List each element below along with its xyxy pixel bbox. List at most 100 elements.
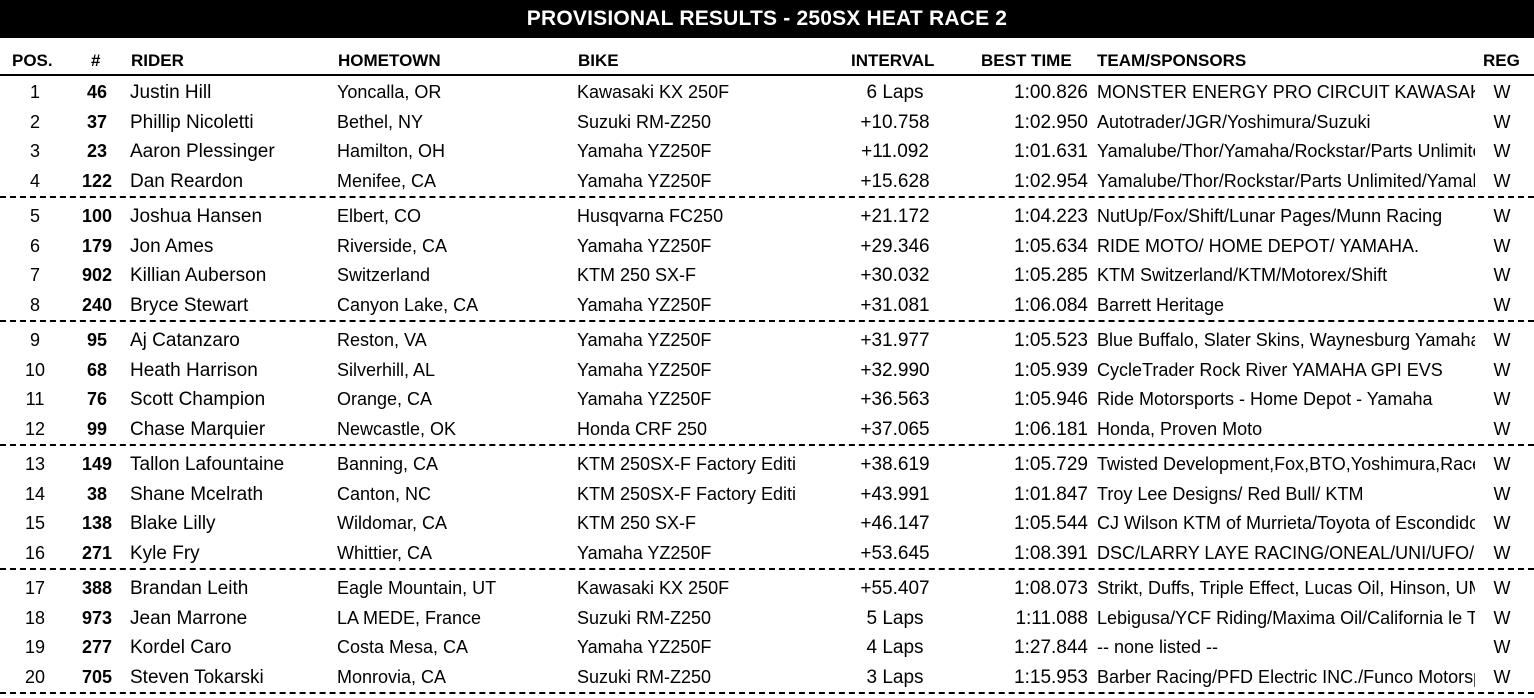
- cell-team-sponsors: Troy Lee Designs/ Red Bull/ KTM: [1097, 483, 1364, 504]
- cell-rider: Jean Marrone: [130, 607, 248, 629]
- cell-pos: 4: [29, 170, 40, 191]
- cell-pos: 18: [24, 607, 46, 628]
- cell-interval: +29.346: [860, 235, 930, 257]
- header-bike: BIKE: [578, 51, 619, 70]
- cell-number: 277: [81, 637, 113, 657]
- cell-number: 240: [81, 294, 113, 315]
- cell-reg: W: [1493, 294, 1511, 315]
- cell-pos: 9: [29, 330, 40, 350]
- cell-bike: Honda CRF 250: [577, 418, 708, 439]
- cell-number: 179: [81, 235, 113, 256]
- cell-hometown: Bethel, NY: [337, 111, 424, 132]
- table-row: 15 138 Blake Lilly Wildomar, CA KTM 250 SX-F…: [0, 509, 1534, 539]
- cell-number: 902: [81, 265, 113, 285]
- cell-pos: 19: [24, 637, 46, 657]
- cell-interval: +31.977: [860, 330, 930, 351]
- cell-reg: W: [1493, 666, 1511, 687]
- cell-team-sponsors: Blue Buffalo, Slater Skins, Waynesburg Y…: [1097, 330, 1475, 350]
- header-team-sponsors: TEAM/SPONSORS: [1097, 51, 1247, 70]
- table-header: POS. # RIDER HOMETOWN BIKE INTERVAL BEST…: [0, 48, 1534, 74]
- cell-reg: W: [1493, 389, 1511, 409]
- group-divider: [0, 320, 1534, 326]
- cell-pos: 6: [29, 235, 40, 256]
- cell-pos: 1: [29, 82, 40, 102]
- cell-best-time: 1:15.953: [1014, 666, 1088, 688]
- cell-reg: W: [1493, 454, 1511, 474]
- cell-team-sponsors: MONSTER ENERGY PRO CIRCUIT KAWASAKI: [1097, 82, 1475, 102]
- cell-best-time: 1:05.285: [1014, 265, 1088, 286]
- cell-hometown: Newcastle, OK: [337, 418, 457, 439]
- cell-bike: Suzuki RM-Z250: [577, 666, 712, 687]
- cell-reg: W: [1493, 542, 1511, 563]
- cell-bike: Suzuki RM-Z250: [577, 111, 712, 132]
- cell-best-time: 1:11.088: [1015, 607, 1088, 629]
- cell-team-sponsors: NutUp/Fox/Shift/Lunar Pages/Munn Racing: [1097, 206, 1443, 226]
- cell-best-time: 1:08.391: [1014, 542, 1088, 564]
- cell-bike: Yamaha YZ250F: [577, 235, 712, 256]
- cell-reg: W: [1493, 607, 1511, 628]
- cell-rider: Aj Catanzaro: [130, 330, 240, 351]
- cell-number: 23: [86, 141, 108, 161]
- cell-pos: 16: [24, 542, 46, 563]
- cell-best-time: 1:01.631: [1014, 141, 1088, 162]
- cell-best-time: 1:04.223: [1014, 206, 1088, 227]
- cell-number: 388: [81, 578, 113, 598]
- cell-bike: KTM 250 SX-F: [577, 265, 697, 285]
- cell-best-time: 1:06.181: [1014, 418, 1088, 440]
- cell-best-time: 1:01.847: [1014, 483, 1088, 505]
- cell-hometown: Elbert, CO: [337, 206, 422, 226]
- cell-rider: Kordel Caro: [130, 637, 232, 658]
- cell-team-sponsors: Lebigusa/YCF Riding/Maxima Oil/Californi…: [1097, 607, 1475, 628]
- cell-number: 138: [81, 513, 113, 533]
- table-row: 12 99 Chase Marquier Newcastle, OK Honda CRF…: [0, 415, 1534, 445]
- table-row: 9 95 Aj Catanzaro Reston, VA Yamaha YZ250F +3…: [0, 326, 1534, 356]
- header-best-time: BEST TIME: [981, 51, 1072, 70]
- table-row: 20 705 Steven Tokarski Monrovia, CA Suzuki R…: [0, 663, 1534, 693]
- cell-rider: Joshua Hansen: [130, 206, 263, 227]
- cell-hometown: Eagle Mountain, UT: [337, 578, 497, 598]
- cell-pos: 10: [24, 359, 46, 380]
- cell-reg: W: [1493, 483, 1511, 504]
- cell-hometown: Whittier, CA: [337, 542, 433, 563]
- cell-rider: Dan Reardon: [130, 170, 244, 192]
- cell-interval: +30.032: [860, 265, 930, 286]
- cell-hometown: Orange, CA: [337, 389, 433, 409]
- cell-interval: 5 Laps: [866, 607, 924, 629]
- cell-pos: 14: [24, 483, 46, 504]
- cell-pos: 3: [29, 141, 40, 161]
- table-row: 11 76 Scott Champion Orange, CA Yamaha YZ250…: [0, 385, 1534, 415]
- table-row: 4 122 Dan Reardon Menifee, CA Yamaha YZ250F +…: [0, 167, 1534, 197]
- table-row: 17 388 Brandan Leith Eagle Mountain, UT Kawa…: [0, 574, 1534, 604]
- cell-bike: KTM 250SX-F Factory Editi: [577, 454, 797, 474]
- cell-hometown: Reston, VA: [337, 330, 427, 350]
- cell-hometown: Menifee, CA: [337, 170, 437, 191]
- cell-pos: 17: [24, 578, 46, 598]
- cell-interval: +36.563: [860, 389, 930, 410]
- cell-rider: Aaron Plessinger: [130, 141, 275, 162]
- cell-number: 271: [81, 542, 113, 563]
- table-row: 10 68 Heath Harrison Silverhill, AL Yamaha Y…: [0, 356, 1534, 386]
- cell-reg: W: [1493, 206, 1511, 226]
- cell-rider: Jon Ames: [130, 235, 214, 257]
- header-divider: [0, 74, 1534, 76]
- cell-reg: W: [1493, 170, 1511, 191]
- cell-interval: +10.758: [860, 111, 930, 133]
- cell-rider: Kyle Fry: [130, 542, 200, 564]
- group-divider: [0, 568, 1534, 574]
- header-pos: POS.: [12, 51, 53, 70]
- cell-reg: W: [1493, 235, 1511, 256]
- table-row: 5 100 Joshua Hansen Elbert, CO Husqvarna FC2…: [0, 202, 1534, 232]
- cell-pos: 7: [29, 265, 40, 285]
- cell-team-sponsors: Yamalube/Thor/Rockstar/Parts Unlimited/Y…: [1097, 170, 1475, 191]
- cell-hometown: Switzerland: [337, 265, 431, 285]
- header-hometown: HOMETOWN: [338, 51, 441, 70]
- cell-team-sponsors: Twisted Development,Fox,BTO,Yoshimura,Ra…: [1097, 454, 1475, 474]
- cell-team-sponsors: KTM Switzerland/KTM/Motorex/Shift: [1097, 265, 1388, 285]
- cell-bike: Yamaha YZ250F: [577, 359, 712, 380]
- cell-interval: 4 Laps: [866, 637, 924, 658]
- cell-bike: Kawasaki KX 250F: [577, 82, 730, 102]
- header-number: #: [91, 51, 101, 70]
- cell-rider: Shane Mcelrath: [130, 483, 264, 505]
- cell-reg: W: [1493, 578, 1511, 598]
- cell-hometown: Riverside, CA: [337, 235, 448, 256]
